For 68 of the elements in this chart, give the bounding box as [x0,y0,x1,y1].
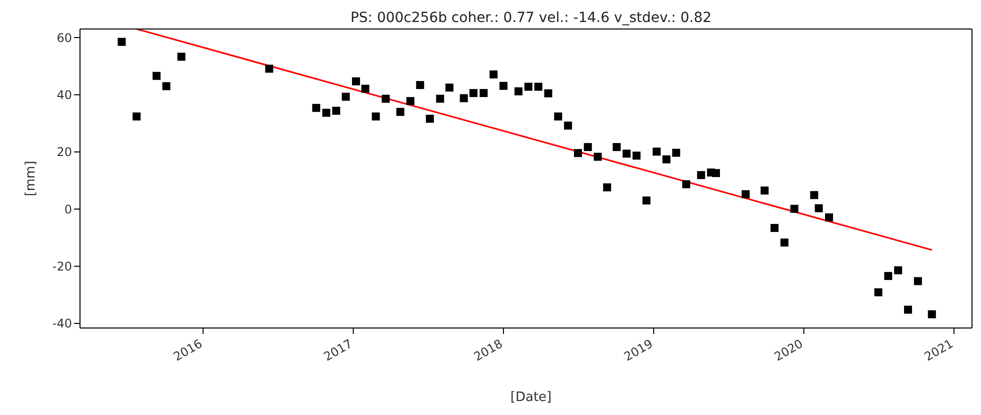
point [622,150,631,158]
y-tick-label: 0 [64,202,72,216]
point [460,94,468,102]
chart-title: PS: 000c256b coher.: 0.77 vel.: -14.6 v_stdev.: 0.82 [349,10,713,26]
point [445,84,454,92]
point [322,108,330,117]
point [514,87,522,96]
point [760,186,769,195]
point [742,190,750,198]
point [177,52,186,61]
point [904,306,912,314]
point [612,143,621,152]
point [361,84,370,93]
point [574,149,582,158]
point [584,143,592,152]
point [682,180,690,188]
point [352,77,360,86]
point [544,89,552,98]
y-tick-label: 60 [56,30,72,45]
point [162,82,170,90]
point [790,204,798,213]
point [396,108,404,116]
point [524,82,532,91]
point [265,64,274,73]
point [554,112,562,120]
point [928,310,936,318]
point [603,183,612,192]
point [780,238,788,247]
point [642,196,650,205]
point [469,89,478,98]
point [894,266,902,274]
point [372,112,380,120]
point [534,82,542,91]
point [884,272,892,280]
point [697,171,706,180]
point [914,277,922,286]
y-tick-label: -20 [52,260,72,274]
point [874,288,882,296]
point [652,148,661,156]
point [662,155,670,164]
y-tick-label: -40 [52,316,72,331]
point [152,72,161,80]
point [382,94,390,103]
point [406,97,414,106]
point [312,104,320,112]
point [426,114,434,123]
point [118,38,126,46]
point [770,224,779,232]
point [490,70,498,78]
point [810,191,818,200]
x-axis-title: [Date] [509,390,553,405]
point [594,152,602,161]
point [132,112,141,120]
point [814,204,823,212]
point [436,94,444,103]
point [480,89,488,98]
point [672,148,680,157]
point [332,106,340,115]
y-axis-title: [mm] [24,160,39,196]
point [342,92,350,101]
point [825,213,834,222]
point [499,82,508,90]
point [416,81,424,90]
point [564,122,572,130]
y-tick-label: 40 [56,88,72,102]
y-tick-label: 20 [56,145,72,160]
point [712,169,720,178]
point [632,152,641,160]
